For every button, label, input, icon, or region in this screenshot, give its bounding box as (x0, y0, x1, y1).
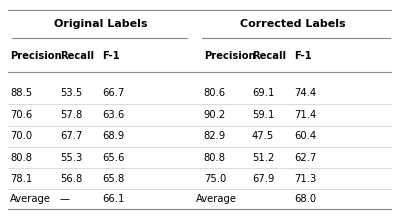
Text: 70.6: 70.6 (10, 110, 32, 120)
Text: Corrected Labels: Corrected Labels (240, 19, 346, 29)
Text: 69.1: 69.1 (252, 88, 274, 98)
Text: 56.8: 56.8 (60, 174, 82, 184)
Text: —: — (60, 194, 70, 204)
Text: 57.8: 57.8 (60, 110, 82, 120)
Text: 65.6: 65.6 (102, 152, 124, 162)
Text: 66.1: 66.1 (102, 194, 124, 204)
Text: 90.2: 90.2 (204, 110, 226, 120)
Text: 51.2: 51.2 (252, 152, 274, 162)
Text: 55.3: 55.3 (60, 152, 82, 162)
Text: 70.0: 70.0 (10, 131, 32, 141)
Text: 71.4: 71.4 (294, 110, 316, 120)
Text: F-1: F-1 (102, 51, 120, 61)
Text: Recall: Recall (60, 51, 94, 61)
Text: 74.4: 74.4 (294, 88, 316, 98)
Text: 66.7: 66.7 (102, 88, 124, 98)
Text: Original Labels: Original Labels (54, 19, 148, 29)
Text: 67.9: 67.9 (252, 174, 274, 184)
Text: Average: Average (10, 194, 51, 204)
Text: F-1: F-1 (294, 51, 312, 61)
Text: 88.5: 88.5 (10, 88, 32, 98)
Text: 75.0: 75.0 (204, 174, 226, 184)
Text: Precision: Precision (10, 51, 62, 61)
Text: 47.5: 47.5 (252, 131, 274, 141)
Text: 78.1: 78.1 (10, 174, 32, 184)
Text: 62.7: 62.7 (294, 152, 316, 162)
Text: 80.8: 80.8 (204, 152, 226, 162)
Text: 53.5: 53.5 (60, 88, 82, 98)
Text: 68.9: 68.9 (102, 131, 124, 141)
Text: Precision: Precision (204, 51, 256, 61)
Text: 80.6: 80.6 (204, 88, 226, 98)
Text: 71.3: 71.3 (294, 174, 316, 184)
Text: Average: Average (196, 194, 237, 204)
Text: Recall: Recall (252, 51, 286, 61)
Text: 63.6: 63.6 (102, 110, 124, 120)
Text: 60.4: 60.4 (294, 131, 316, 141)
Text: 82.9: 82.9 (204, 131, 226, 141)
Text: 80.8: 80.8 (10, 152, 32, 162)
Text: 59.1: 59.1 (252, 110, 274, 120)
Text: 67.7: 67.7 (60, 131, 82, 141)
Text: 68.0: 68.0 (294, 194, 316, 204)
Text: 65.8: 65.8 (102, 174, 124, 184)
